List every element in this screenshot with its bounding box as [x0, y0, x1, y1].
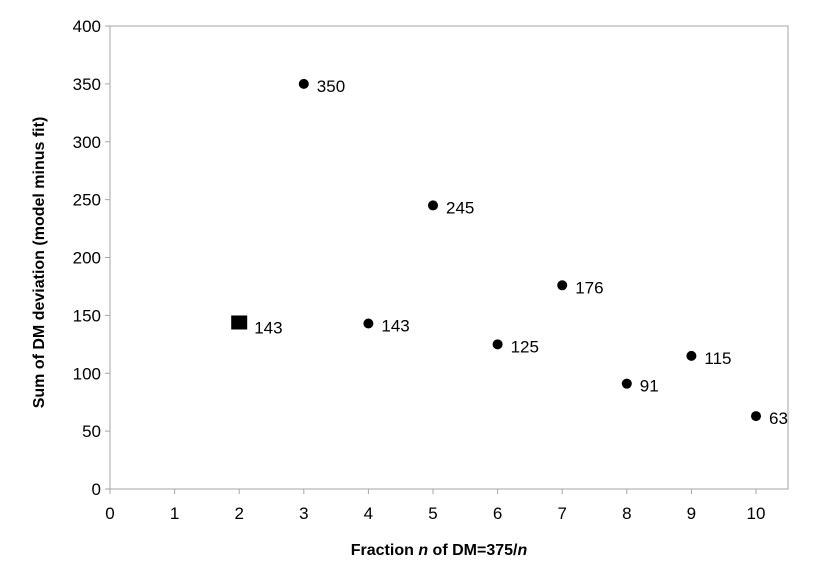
y-tick-label: 0: [92, 480, 101, 499]
data-label: 125: [511, 337, 539, 356]
x-axis-label-part: of DM=375/: [428, 542, 518, 559]
x-axis-label-part: n: [418, 542, 428, 559]
x-tick-label: 10: [747, 504, 766, 523]
data-point: [492, 339, 503, 350]
data-point: [686, 350, 697, 361]
data-point: [751, 411, 761, 422]
data-label: 91: [640, 377, 659, 396]
data-label: 115: [704, 349, 731, 368]
data-label: 63: [769, 409, 788, 428]
x-tick-label: 6: [493, 504, 502, 523]
data-point: [298, 78, 309, 89]
y-tick-label: 200: [73, 249, 101, 268]
y-tick-label: 300: [73, 133, 101, 152]
x-tick-label: 2: [234, 504, 243, 523]
x-axis-label-part: Fraction: [351, 542, 419, 559]
x-tick-label: 9: [687, 504, 696, 523]
y-tick-label: 50: [82, 422, 101, 441]
data-point-square: [231, 315, 248, 330]
x-tick-label: 1: [170, 504, 179, 523]
data-point: [363, 318, 374, 329]
data-label: 143: [381, 316, 409, 335]
data-label: 143: [254, 318, 282, 337]
x-tick-label: 4: [364, 504, 373, 523]
plot-area-border: [109, 25, 789, 490]
x-tick-label: 3: [299, 504, 308, 523]
y-tick-label: 350: [73, 75, 101, 94]
x-tick-label: 0: [105, 504, 114, 523]
y-tick-label: 400: [73, 17, 101, 36]
x-tick-label: 8: [622, 504, 631, 523]
data-label: 245: [446, 198, 474, 217]
data-point: [557, 280, 568, 291]
y-axis-label: Sum of DM deviation (model minus fit): [31, 117, 48, 409]
x-axis-label-part: n: [517, 542, 527, 559]
data-point: [428, 200, 438, 211]
data-point: [621, 378, 632, 389]
y-tick-label: 150: [73, 306, 101, 325]
x-tick-label: 7: [557, 504, 566, 523]
y-tick-label: 250: [73, 191, 101, 210]
y-tick-label: 100: [73, 364, 101, 383]
x-axis-label: Fraction n of DM=375/n: [351, 542, 528, 559]
x-tick-label: 5: [428, 504, 437, 523]
data-label: 350: [317, 77, 345, 96]
data-label: 176: [575, 278, 603, 297]
